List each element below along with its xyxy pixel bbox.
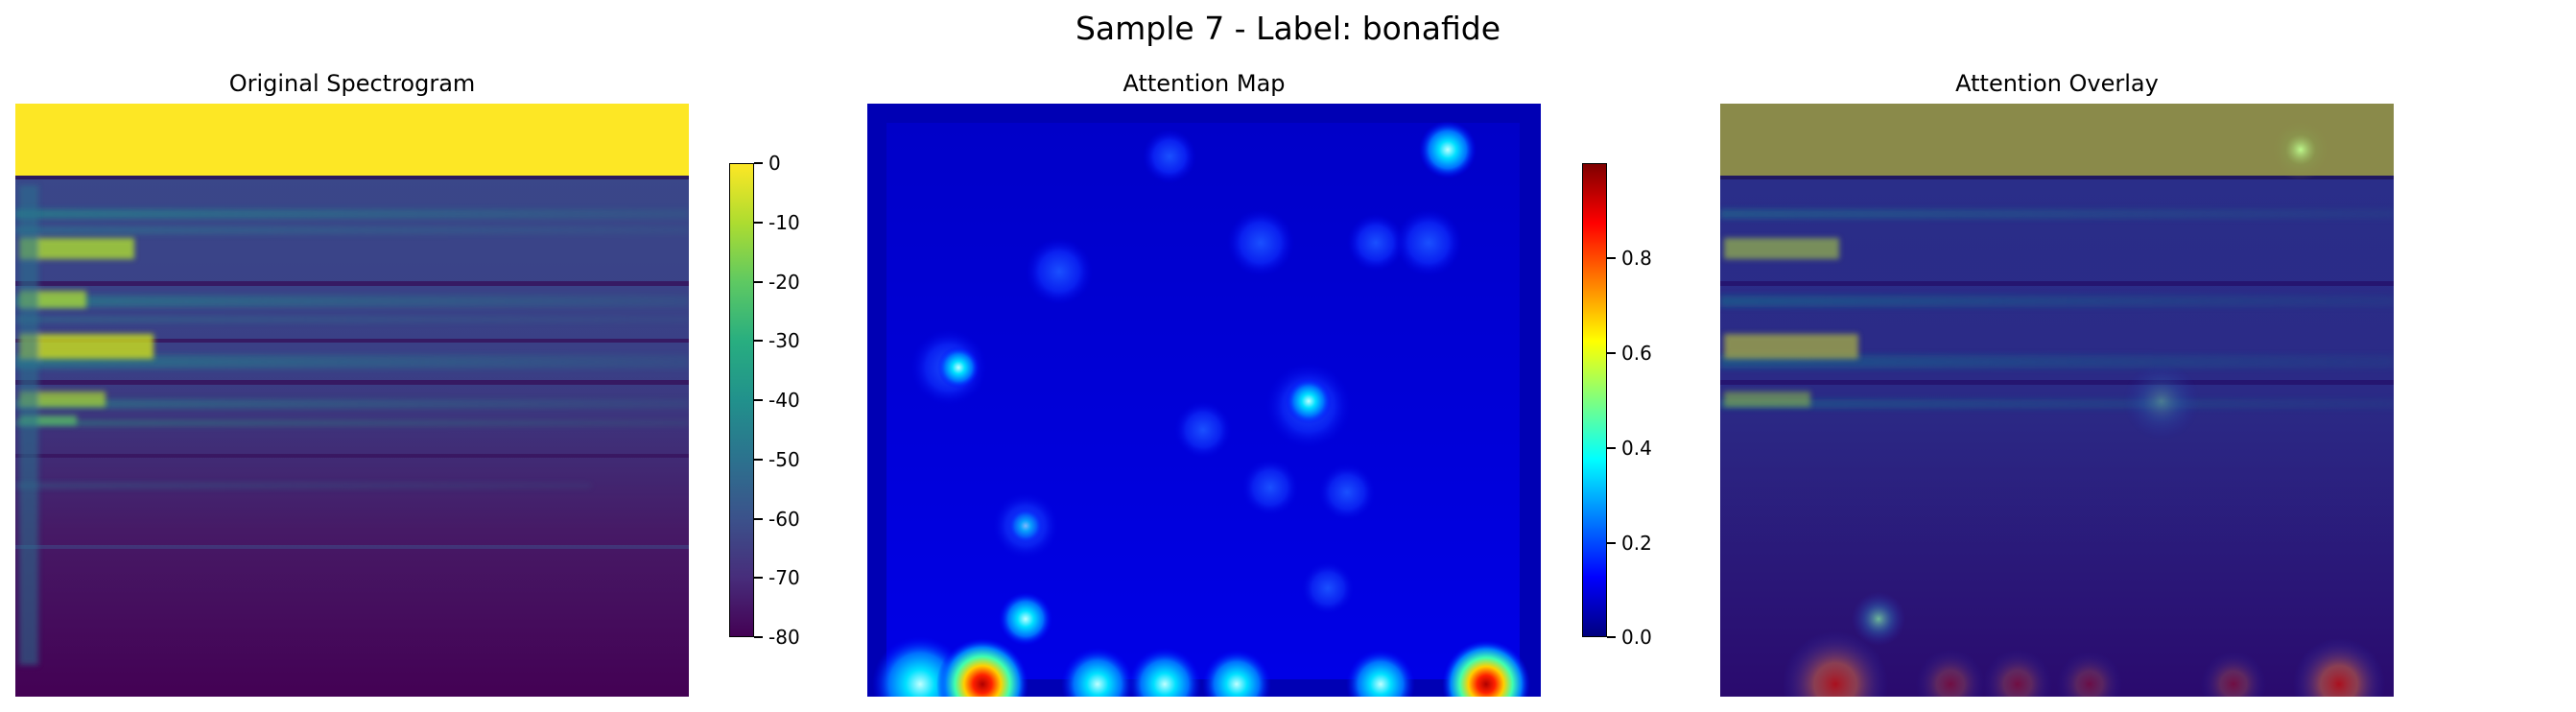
overlay-heatmap xyxy=(1720,104,2394,697)
spectrogram-colorbar xyxy=(729,163,754,637)
spectrogram-title: Original Spectrogram xyxy=(228,70,476,97)
attention-colorbar xyxy=(1582,163,1607,637)
overlay-title: Attention Overlay xyxy=(1955,70,2159,97)
attention-map-heatmap xyxy=(867,104,1541,697)
attention-colorbar-ticks: 0.8 0.6 0.4 0.2 0.0 xyxy=(1607,163,1722,649)
spectrogram-colorbar-ticks: 0 -10 -20 -30 -40 -50 -60 -70 -80 xyxy=(754,152,869,649)
figure-title: Sample 7 - Label: bonafide xyxy=(1075,10,1501,47)
spectrogram-heatmap xyxy=(15,104,689,697)
attention-map-title: Attention Map xyxy=(1123,70,1286,97)
